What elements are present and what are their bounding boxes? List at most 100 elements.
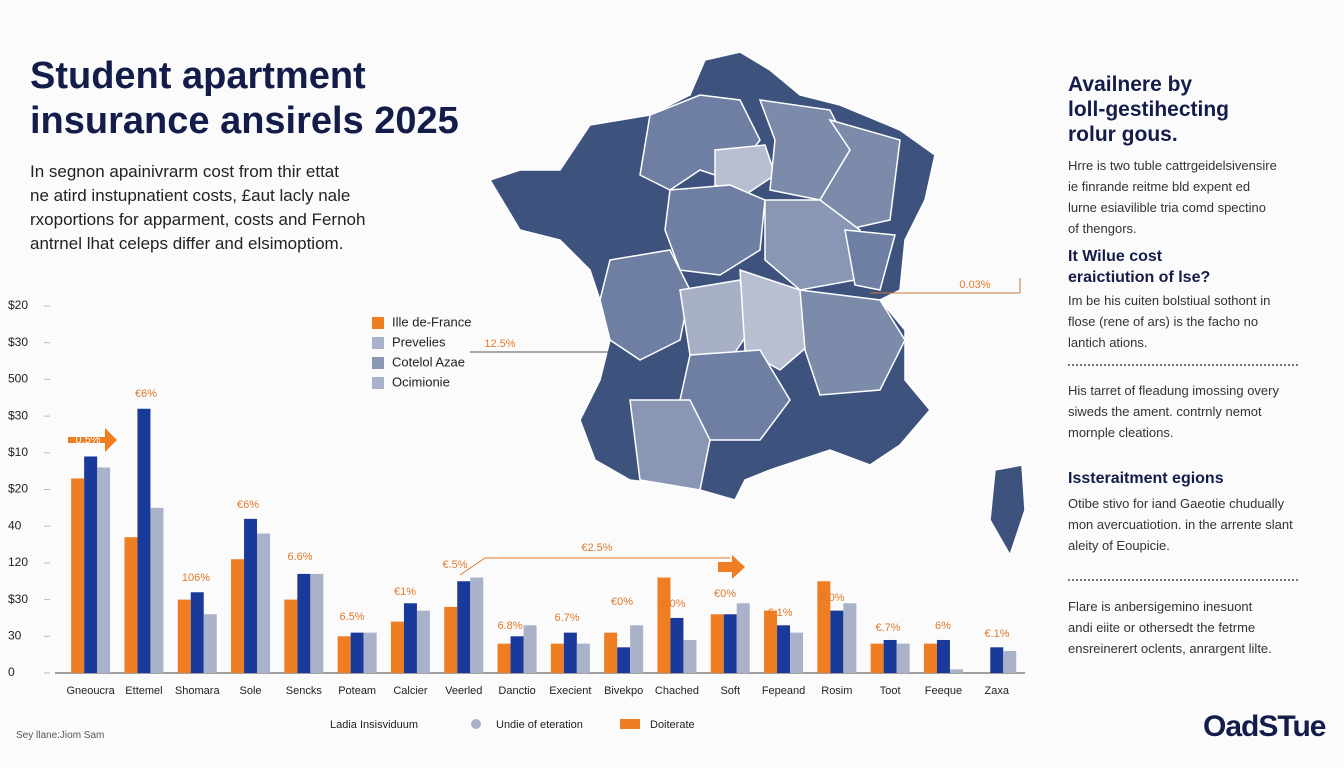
bar xyxy=(817,581,831,673)
bar xyxy=(670,617,684,673)
x-tick-label: Zaxa xyxy=(985,685,1010,697)
map-label: 12.5% xyxy=(484,338,515,350)
bar xyxy=(84,456,98,673)
bar xyxy=(990,647,1004,673)
x-tick-label: Ettemel xyxy=(125,685,162,697)
panel-text: Flare is anbersigemino inesuont andi eiit… xyxy=(1068,596,1272,659)
text-line: mornple cleations. xyxy=(1068,425,1174,440)
bar xyxy=(617,647,631,673)
arrow xyxy=(718,555,745,579)
bar xyxy=(764,610,778,673)
annotation: €0% xyxy=(611,596,633,608)
x-tick-label: Veerled xyxy=(445,685,482,697)
plot: 0 30 $30 120 40 $20 $10 $30 500 $30 $20 Gneoucra Ett… xyxy=(8,298,1025,697)
x-tick-label: Soft xyxy=(720,685,740,697)
bar xyxy=(124,537,138,673)
annotation: 6.6% xyxy=(287,551,312,563)
bar xyxy=(284,599,298,673)
bar xyxy=(683,639,697,673)
legend-label: Ocimionie xyxy=(392,374,450,389)
legend-label: Ladia Insisviduum xyxy=(330,719,418,731)
x-tick-label: Calcier xyxy=(393,685,428,697)
heading-line: rolur gous. xyxy=(1068,123,1178,146)
bar xyxy=(883,639,897,673)
intro-line: In segnon apainivrarm cost from thir ett… xyxy=(30,162,339,181)
legend: Ladia Insisviduum Undie of eteration Doite… xyxy=(330,719,695,731)
text-line: Im be his cuiten bolstiual sothont in xyxy=(1068,293,1271,308)
legend-swatch xyxy=(620,719,640,729)
legend-label: Cotelol Azae xyxy=(392,354,465,369)
legend-swatch xyxy=(372,337,384,349)
y-tick-label: 30 xyxy=(8,628,22,642)
annotation: 6.7% xyxy=(554,612,579,624)
bar xyxy=(843,603,857,673)
bar xyxy=(630,625,644,673)
y-tick-label: $10 xyxy=(8,445,28,459)
annotation: 106% xyxy=(182,572,210,584)
bar xyxy=(949,669,963,673)
x-tick-label: Sencks xyxy=(286,685,323,697)
panel-text: His tarret of fleadung imossing overy siw… xyxy=(1068,380,1279,443)
arrow xyxy=(68,428,117,452)
annotation: 6.8% xyxy=(497,620,522,632)
bar xyxy=(576,643,590,673)
panel-text: Otibe stivo for iand Gaeotie chudually mo… xyxy=(1068,493,1293,556)
bar xyxy=(416,610,430,673)
map-legend: Ille de-France Prevelies Cotelol Azae Ocimi… xyxy=(372,314,471,389)
title-line: Student apartment xyxy=(30,55,366,97)
x-tick-label: Shomara xyxy=(175,685,221,697)
annotation: €.0% xyxy=(660,598,685,610)
text-line: Hrre is two tuble cattrgeidelsivensire xyxy=(1068,158,1277,173)
bar xyxy=(923,643,937,673)
y-tick-label: 120 xyxy=(8,555,28,569)
legend-swatch xyxy=(372,317,384,329)
bar xyxy=(350,632,364,673)
title: Student apartment insurance ansirels 202… xyxy=(30,54,459,144)
panel-question: It Wilue cost eraictiution of lse? xyxy=(1068,246,1210,288)
bar xyxy=(510,636,524,673)
bar xyxy=(177,599,191,673)
bar xyxy=(604,632,618,673)
bar xyxy=(896,643,910,673)
annotation: €6% xyxy=(237,499,259,511)
bar xyxy=(777,625,791,673)
bar xyxy=(723,614,737,673)
legend-swatch xyxy=(471,719,481,729)
y-tick-label: $30 xyxy=(8,335,28,349)
text-line: His tarret of fleadung imossing overy xyxy=(1068,383,1279,398)
text-line: flose (rene of ars) is the facho no xyxy=(1068,314,1259,329)
x-tick-label: Poteam xyxy=(338,685,376,697)
text-line: siweds the ament. contrnly nemot xyxy=(1068,404,1262,419)
bar xyxy=(363,632,377,673)
title-line: insurance ansirels 2025 xyxy=(30,100,459,142)
x-tick-label: Execient xyxy=(549,685,591,697)
bar xyxy=(457,581,471,673)
bar xyxy=(563,632,577,673)
annotation: 0.5% xyxy=(75,434,100,446)
bar xyxy=(297,573,311,673)
y-tick-label: $20 xyxy=(8,482,28,496)
bar xyxy=(257,533,271,673)
y-tick-label: 0 xyxy=(8,665,15,679)
annotations: 0.5% €6% 106% €6% 6.6% 6.5% €1% €.5% 6.8… xyxy=(68,388,1010,640)
bar xyxy=(470,577,484,673)
question-line: eraictiution of lse? xyxy=(1068,269,1211,286)
x-tick-label: Fepeand xyxy=(762,685,805,697)
x-tick-label: Sole xyxy=(240,685,262,697)
question-line: It Wilue cost xyxy=(1068,248,1163,265)
annotation: €.5% xyxy=(442,559,467,571)
y-tick-label: $30 xyxy=(8,592,28,606)
y-tick-label: 500 xyxy=(8,372,28,386)
x-tick-label: Toot xyxy=(880,685,901,697)
source: Sey llane:Jiom Sam xyxy=(16,730,105,741)
bar xyxy=(830,610,844,673)
bar xyxy=(657,577,671,673)
panel-text: Im be his cuiten bolstiual sothont in flo… xyxy=(1068,290,1270,353)
bar xyxy=(550,643,564,673)
text-line: Otibe stivo for iand Gaeotie chudually xyxy=(1068,496,1285,511)
bar xyxy=(710,614,724,673)
bar xyxy=(97,467,111,673)
intro-line: antrnel lhat celeps differ and elsimopti… xyxy=(30,234,344,253)
y-tick-label: $30 xyxy=(8,408,28,422)
